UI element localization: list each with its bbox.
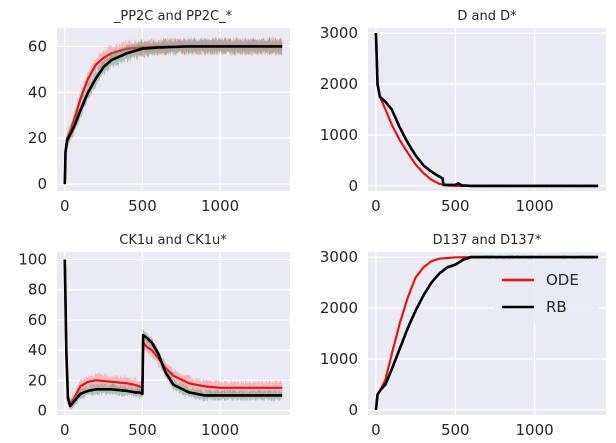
x-tick-label: 0 — [60, 197, 70, 215]
series-noise-band — [64, 36, 283, 191]
y-tick-label: 0 — [37, 175, 47, 193]
y-tick-label: 60 — [28, 311, 47, 329]
plot-area — [57, 28, 290, 191]
panel-title: _PP2C and PP2C_* — [113, 9, 233, 24]
y-tick-label: 1000 — [320, 350, 358, 368]
y-tick-label: 1000 — [320, 126, 358, 144]
y-tick-label: 2000 — [320, 75, 358, 93]
y-tick-label: 0 — [37, 401, 47, 419]
panel-pp2c: _PP2C and PP2C_* 0 500 1000 0 20 40 60 — [28, 9, 290, 215]
panel-d137: D137 and D137* 0 500 1000 0 1000 2000 3000 ODE R… — [320, 233, 606, 439]
y-tick-label: 40 — [28, 341, 47, 359]
x-tick-label: 500 — [128, 197, 157, 215]
y-tick-label: 20 — [28, 129, 47, 147]
series-line-ode — [63, 259, 283, 406]
y-tick-label: 20 — [28, 371, 47, 389]
x-tick-label: 1000 — [516, 421, 554, 439]
series-noise-band — [64, 255, 283, 410]
y-tick-label: 3000 — [320, 24, 358, 42]
x-tick-label: 1000 — [201, 197, 239, 215]
x-tick-label: 500 — [441, 421, 470, 439]
y-tick-label: 2000 — [320, 299, 358, 317]
y-tick-label: 60 — [28, 37, 47, 55]
panel-title: D and D* — [457, 9, 517, 24]
plot-area — [368, 28, 606, 191]
series-line-rb — [63, 45, 283, 185]
x-tick-label: 500 — [128, 421, 157, 439]
x-tick-label: 0 — [371, 197, 381, 215]
y-tick-label: 0 — [348, 401, 358, 419]
x-tick-label: 0 — [60, 421, 70, 439]
panel-title: CK1u and CK1u* — [119, 233, 227, 248]
series-noise-band — [64, 36, 283, 191]
legend-label-ode: ODE — [546, 271, 579, 289]
y-tick-label: 0 — [348, 177, 358, 195]
panel-ck1u: CK1u and CK1u* 0 500 1000 0 20 40 60 80 100 — [18, 233, 290, 439]
panel-d: D and D* 0 500 1000 0 1000 2000 3000 — [320, 9, 606, 215]
y-tick-label: 3000 — [320, 248, 358, 266]
x-tick-label: 500 — [441, 197, 470, 215]
y-tick-label: 40 — [28, 83, 47, 101]
series-line-rb — [63, 259, 283, 408]
x-tick-label: 1000 — [516, 197, 554, 215]
y-tick-label: 100 — [18, 251, 47, 269]
panel-title: D137 and D137* — [433, 233, 542, 248]
x-tick-label: 0 — [371, 421, 381, 439]
x-tick-label: 1000 — [201, 421, 239, 439]
y-tick-label: 80 — [28, 281, 47, 299]
legend-label-rb: RB — [546, 298, 567, 316]
series-line-rb — [374, 33, 599, 188]
series-line-rb — [374, 255, 599, 411]
